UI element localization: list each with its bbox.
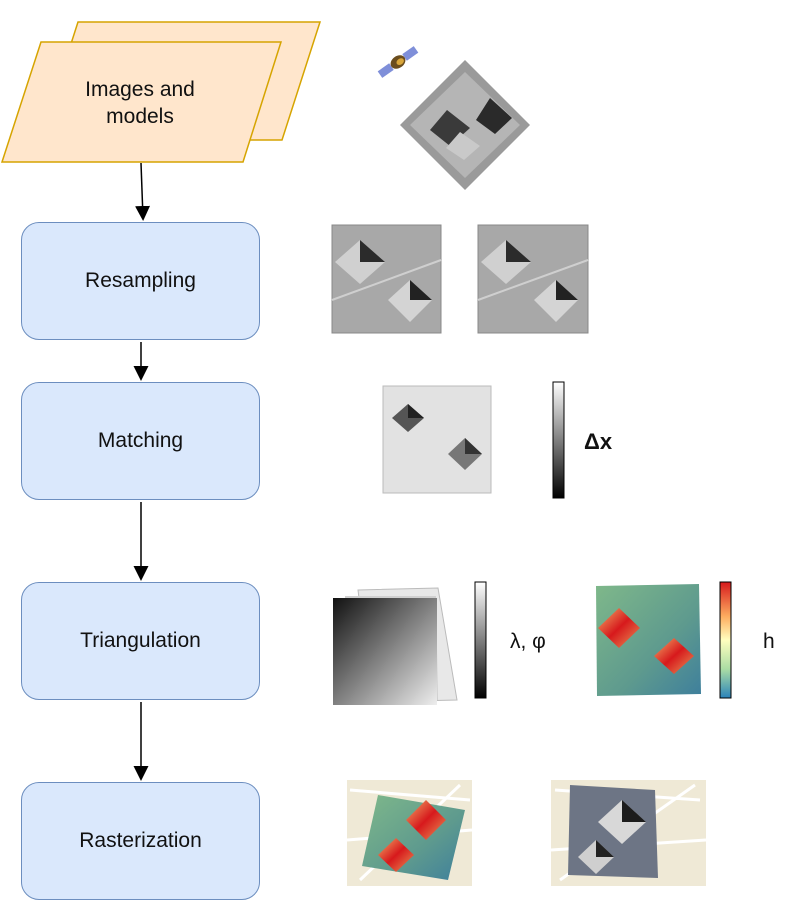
rasterized-orthoimage bbox=[550, 780, 707, 886]
step-matching: Matching bbox=[21, 382, 260, 500]
satellite-icon bbox=[377, 46, 419, 78]
step-rasterization: Rasterization bbox=[21, 782, 260, 900]
coordinates-label: λ, φ bbox=[510, 630, 546, 653]
input-label-line2: models bbox=[106, 105, 174, 128]
disparity-colorbar bbox=[552, 381, 565, 499]
input-label-line1: Images and bbox=[85, 78, 195, 101]
input-label: Images and models bbox=[40, 76, 240, 130]
input-data-shape bbox=[0, 21, 322, 163]
coordinates-colorbar bbox=[474, 581, 487, 699]
step-rasterization-label: Rasterization bbox=[79, 829, 202, 852]
height-colorbar bbox=[719, 581, 732, 699]
disparity-label: Δx bbox=[584, 429, 613, 454]
rasterized-dem bbox=[346, 780, 473, 886]
height-label: h bbox=[763, 630, 775, 653]
step-resampling: Resampling bbox=[21, 222, 260, 340]
disparity-map bbox=[382, 385, 492, 494]
step-triangulation: Triangulation bbox=[21, 582, 260, 700]
step-matching-label: Matching bbox=[97, 429, 184, 452]
arrow-input-to-resampling bbox=[135, 162, 151, 221]
raw-satellite-image bbox=[400, 60, 530, 190]
step-resampling-label: Resampling bbox=[85, 269, 196, 292]
step-triangulation-label: Triangulation bbox=[80, 629, 201, 652]
resampled-image-right bbox=[477, 224, 589, 334]
height-map bbox=[596, 584, 701, 696]
resampled-image-left bbox=[331, 224, 442, 334]
coordinate-images bbox=[333, 587, 458, 705]
